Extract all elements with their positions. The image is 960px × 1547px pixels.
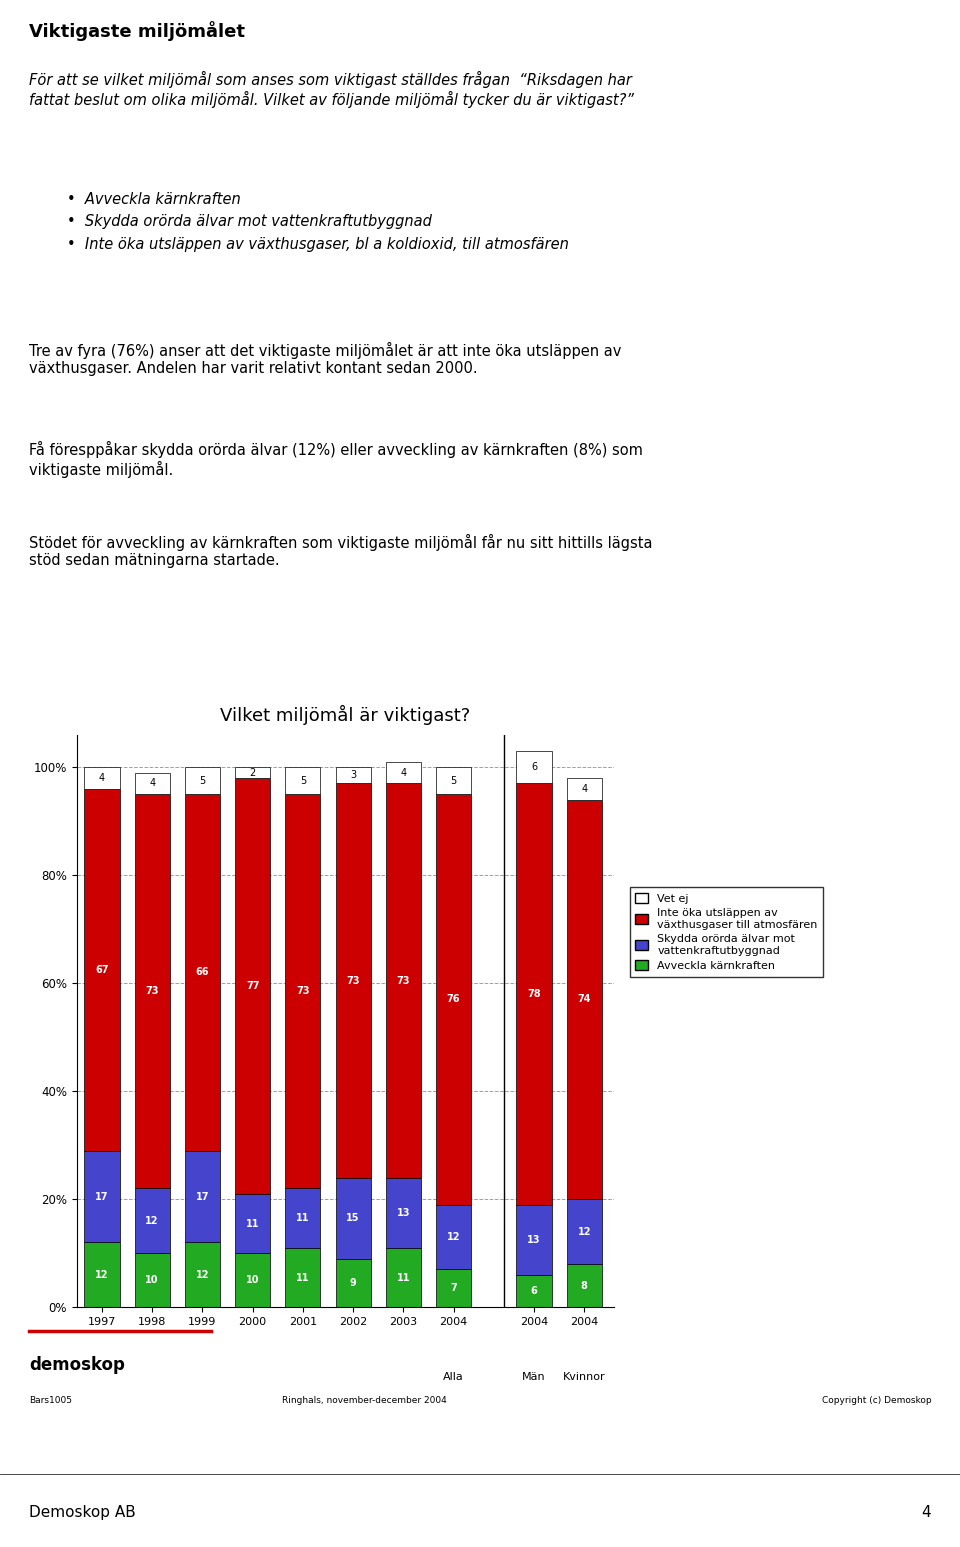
Text: 15: 15 [347, 1213, 360, 1224]
Text: 4: 4 [922, 1505, 931, 1519]
Text: 12: 12 [446, 1231, 461, 1242]
Text: 17: 17 [196, 1191, 209, 1202]
Text: 9: 9 [349, 1278, 356, 1289]
Bar [185, 1242, 220, 1307]
Text: 7: 7 [450, 1284, 457, 1293]
Bar [235, 1194, 270, 1253]
Text: 4: 4 [581, 784, 588, 794]
Text: 2: 2 [250, 767, 255, 778]
Bar [336, 767, 371, 783]
Text: 66: 66 [196, 967, 209, 978]
Bar [386, 761, 421, 783]
Text: 4: 4 [149, 778, 156, 789]
Text: 10: 10 [145, 1275, 159, 1286]
Text: 10: 10 [246, 1275, 259, 1286]
Bar [566, 800, 602, 1199]
Bar [436, 794, 471, 1205]
Text: 11: 11 [296, 1273, 310, 1282]
Bar [285, 1188, 321, 1248]
Text: 73: 73 [145, 987, 159, 996]
Text: 74: 74 [578, 995, 591, 1004]
Bar [285, 1248, 321, 1307]
Text: 17: 17 [95, 1191, 108, 1202]
Text: Demoskop AB: Demoskop AB [29, 1505, 135, 1519]
Bar [516, 1205, 552, 1275]
Bar [386, 783, 421, 1177]
Text: 73: 73 [296, 987, 310, 996]
Text: 67: 67 [95, 965, 108, 975]
Text: 11: 11 [246, 1219, 259, 1228]
Bar [134, 772, 170, 794]
Bar [386, 1248, 421, 1307]
Bar [84, 767, 119, 789]
Bar [566, 1199, 602, 1264]
Text: 8: 8 [581, 1281, 588, 1290]
Bar [235, 1253, 270, 1307]
Text: 73: 73 [347, 976, 360, 985]
Text: •  Avveckla kärnkraften
•  Skydda orörda älvar mot vattenkraftutbyggnad
•  Inte : • Avveckla kärnkraften • Skydda orörda ä… [67, 192, 569, 252]
Bar [134, 1188, 170, 1253]
Bar [336, 1259, 371, 1307]
Bar [285, 767, 321, 794]
Bar [84, 789, 119, 1151]
Text: 3: 3 [350, 770, 356, 780]
Bar [235, 767, 270, 778]
Bar [336, 783, 371, 1177]
Text: 13: 13 [396, 1208, 410, 1217]
Text: Män: Män [522, 1372, 546, 1381]
Bar [436, 767, 471, 794]
Text: 11: 11 [296, 1213, 310, 1224]
Text: 5: 5 [450, 775, 457, 786]
Bar [235, 778, 270, 1194]
Text: 4: 4 [400, 767, 406, 778]
Bar [516, 750, 552, 783]
Text: 5: 5 [200, 775, 205, 786]
Text: Få förespрåkar skydda orörda älvar (12%) eller avveckling av kärnkraften (8%) so: Få förespрåkar skydda orörda älvar (12%)… [29, 441, 642, 478]
Text: 12: 12 [196, 1270, 209, 1279]
Text: 12: 12 [578, 1227, 591, 1236]
Bar [566, 1264, 602, 1307]
Bar [436, 1205, 471, 1270]
Text: 73: 73 [396, 976, 410, 985]
Text: 4: 4 [99, 774, 105, 783]
Legend: Vet ej, Inte öka utsläppen av
växthusgaser till atmosfären, Skydda orörda älvar : Vet ej, Inte öka utsläppen av växthusgas… [630, 888, 824, 976]
Text: För att se vilket miljömål som anses som viktigast ställdes frågan  “Riksdagen h: För att se vilket miljömål som anses som… [29, 71, 634, 108]
Text: 6: 6 [531, 1286, 538, 1296]
Bar [84, 1242, 119, 1307]
Text: Kvinnor: Kvinnor [563, 1372, 606, 1381]
Text: 78: 78 [527, 989, 540, 999]
Text: Stödet för avveckling av kärnkraften som viktigaste miljömål får nu sitt hittill: Stödet för avveckling av kärnkraften som… [29, 534, 652, 568]
Text: Viktigaste miljömålet: Viktigaste miljömålet [29, 22, 245, 42]
Bar [566, 778, 602, 800]
Bar [285, 794, 321, 1188]
Bar [84, 1151, 119, 1242]
Text: Tre av fyra (76%) anser att det viktigaste miljömålet är att inte öka utsläppen : Tre av fyra (76%) anser att det viktigas… [29, 342, 621, 376]
Text: 77: 77 [246, 981, 259, 992]
Bar [336, 1177, 371, 1259]
Text: 5: 5 [300, 775, 306, 786]
Text: 12: 12 [145, 1216, 159, 1225]
Title: Vilket miljömål är viktigast?: Vilket miljömål är viktigast? [221, 705, 470, 726]
Bar [134, 794, 170, 1188]
Text: 76: 76 [446, 995, 461, 1004]
Text: Alla: Alla [444, 1372, 464, 1381]
Text: 12: 12 [95, 1270, 108, 1279]
Bar [516, 1275, 552, 1307]
Text: 6: 6 [531, 763, 537, 772]
Bar [134, 1253, 170, 1307]
Text: 11: 11 [396, 1273, 410, 1282]
Bar [386, 1177, 421, 1248]
Bar [185, 1151, 220, 1242]
Text: Bars1005: Bars1005 [29, 1395, 72, 1405]
Bar [436, 1270, 471, 1307]
Text: Copyright (c) Demoskop: Copyright (c) Demoskop [822, 1395, 931, 1405]
Text: 13: 13 [527, 1235, 540, 1245]
Bar [185, 767, 220, 794]
Text: demoskop: demoskop [29, 1355, 125, 1374]
Bar [185, 794, 220, 1151]
Text: Ringhals, november-december 2004: Ringhals, november-december 2004 [282, 1395, 447, 1405]
Bar [516, 783, 552, 1205]
